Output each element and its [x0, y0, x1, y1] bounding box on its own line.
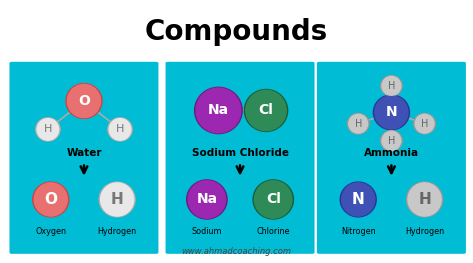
Ellipse shape — [188, 181, 226, 218]
Ellipse shape — [67, 84, 101, 118]
Text: www.ahmadcoaching.com: www.ahmadcoaching.com — [182, 247, 291, 256]
Text: O: O — [44, 192, 57, 207]
Ellipse shape — [381, 131, 402, 151]
FancyBboxPatch shape — [166, 62, 315, 254]
Ellipse shape — [381, 76, 402, 96]
Ellipse shape — [340, 182, 376, 217]
Ellipse shape — [408, 183, 441, 216]
Text: Chlorine: Chlorine — [256, 227, 290, 236]
Text: Nitrogen: Nitrogen — [341, 227, 376, 236]
Ellipse shape — [99, 182, 135, 217]
Text: N: N — [385, 105, 397, 119]
Ellipse shape — [253, 180, 293, 219]
Ellipse shape — [407, 182, 443, 217]
Text: H: H — [418, 192, 431, 207]
Ellipse shape — [108, 118, 132, 141]
Text: Oxygen: Oxygen — [35, 227, 66, 236]
Text: Cl: Cl — [266, 193, 280, 206]
FancyBboxPatch shape — [317, 62, 466, 254]
Text: H: H — [116, 124, 124, 134]
Text: Na: Na — [208, 103, 229, 118]
Ellipse shape — [382, 132, 401, 150]
Ellipse shape — [101, 183, 134, 216]
Text: N: N — [352, 192, 365, 207]
Text: H: H — [388, 81, 395, 91]
Ellipse shape — [35, 118, 60, 141]
Text: Sodium: Sodium — [192, 227, 222, 236]
Ellipse shape — [414, 114, 435, 134]
Text: Compounds: Compounds — [145, 18, 328, 46]
Ellipse shape — [194, 87, 242, 134]
Ellipse shape — [342, 183, 375, 216]
Text: Na: Na — [196, 193, 218, 206]
Text: Water: Water — [66, 148, 102, 158]
Ellipse shape — [415, 114, 434, 133]
Text: O: O — [78, 94, 90, 108]
Ellipse shape — [254, 181, 292, 218]
Ellipse shape — [245, 89, 288, 132]
Text: H: H — [421, 119, 428, 129]
Text: H: H — [44, 124, 52, 134]
Text: Cl: Cl — [259, 103, 273, 118]
Ellipse shape — [66, 84, 102, 118]
FancyBboxPatch shape — [9, 62, 158, 254]
Ellipse shape — [382, 77, 401, 95]
Ellipse shape — [33, 182, 69, 217]
Text: Sodium Chloride: Sodium Chloride — [192, 148, 289, 158]
Text: H: H — [355, 119, 362, 129]
Ellipse shape — [348, 114, 369, 134]
Ellipse shape — [187, 180, 227, 219]
Ellipse shape — [196, 88, 241, 133]
Ellipse shape — [34, 183, 67, 216]
Ellipse shape — [37, 119, 59, 140]
Text: H: H — [111, 192, 123, 207]
Text: H: H — [388, 136, 395, 146]
Ellipse shape — [246, 90, 286, 131]
Ellipse shape — [109, 119, 131, 140]
Text: Ammonia: Ammonia — [364, 148, 419, 158]
Text: Hydrogen: Hydrogen — [97, 227, 137, 236]
Text: Hydrogen: Hydrogen — [405, 227, 444, 236]
Ellipse shape — [375, 96, 408, 129]
Ellipse shape — [373, 95, 410, 130]
Ellipse shape — [349, 114, 368, 133]
